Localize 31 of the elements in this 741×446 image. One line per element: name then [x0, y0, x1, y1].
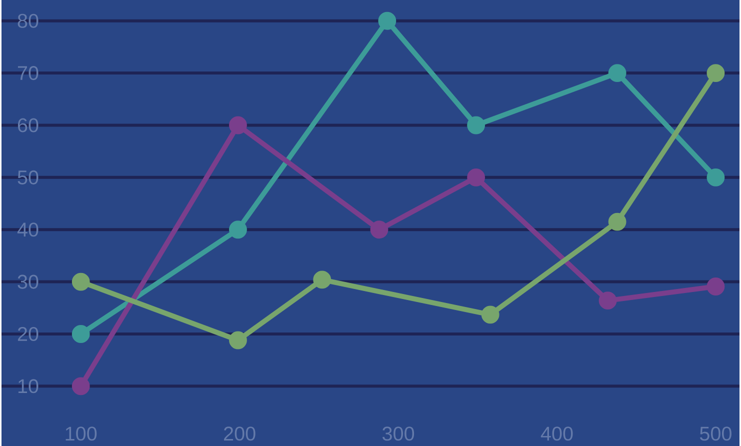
x-tick-label: 400 — [540, 426, 573, 441]
y-tick-label: 40 — [17, 222, 38, 236]
y-tick-label: 30 — [18, 274, 38, 289]
point — [481, 306, 500, 324]
y-tick-label: 10 — [18, 379, 38, 394]
point — [72, 377, 90, 395]
point — [706, 64, 725, 82]
point — [313, 270, 332, 289]
point — [608, 212, 626, 231]
point — [706, 277, 725, 296]
point — [229, 220, 247, 238]
point — [370, 220, 388, 238]
point — [467, 168, 486, 186]
y-tick-label: 20 — [18, 326, 38, 341]
y-tick-label: 70 — [18, 66, 38, 80]
point — [229, 116, 247, 134]
y-tick-label: 50 — [18, 170, 38, 184]
point — [706, 168, 725, 186]
point — [378, 12, 396, 30]
x-tick-label: 200 — [224, 426, 256, 441]
x-tick-label: 500 — [700, 426, 732, 441]
point — [72, 324, 90, 343]
point — [598, 291, 617, 310]
y-tick-label: 80 — [18, 14, 38, 28]
point — [229, 331, 247, 350]
point — [72, 272, 90, 291]
y-tick-label: 60 — [18, 118, 38, 132]
point — [608, 64, 626, 82]
x-tick-label: 100 — [66, 426, 97, 441]
x-tick-label: 300 — [382, 426, 414, 441]
point — [467, 116, 486, 134]
